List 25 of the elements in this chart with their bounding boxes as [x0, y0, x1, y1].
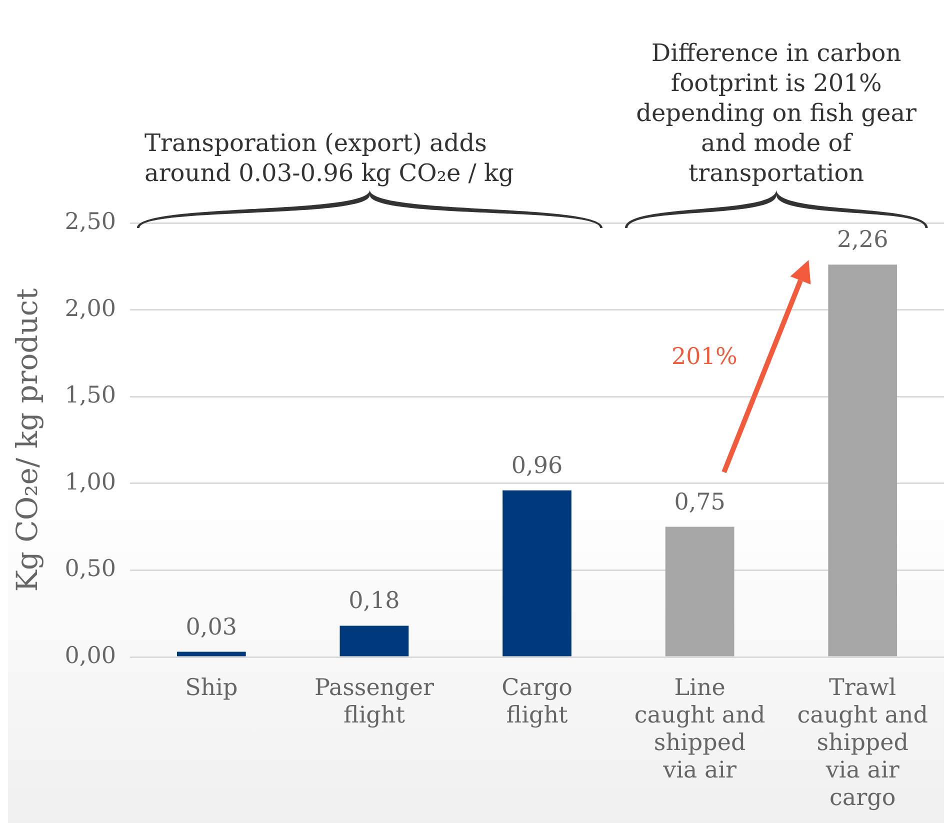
data-label: 0,18: [348, 588, 400, 614]
y-tick-label: 2,50: [64, 208, 116, 235]
data-label: 2,26: [836, 227, 888, 254]
bar: [176, 652, 246, 656]
bar: [502, 490, 572, 656]
data-label: 0,96: [511, 452, 563, 479]
x-tick-label: Line caught and shipped via air: [634, 674, 766, 784]
y-tick-label: 1,50: [64, 382, 116, 409]
bar: [340, 626, 409, 656]
y-tick-label: 0,50: [64, 556, 116, 582]
text: Transporation (export) adds around 0.03-0.96 kg CO₂e / kg: [144, 128, 515, 188]
bar: [665, 526, 734, 656]
data-label: 0,03: [186, 614, 238, 640]
text: Difference in carbon footprint is 201% depending on fish gear and mode of transportation: [635, 38, 918, 188]
annotation: 201%: [672, 344, 738, 370]
x-tick-label: Trawl caught and shipped via air cargo: [797, 674, 928, 812]
bar: [828, 264, 898, 656]
data-label: 0,75: [674, 489, 726, 516]
x-tick-label: Cargo flight: [502, 674, 572, 728]
x-tick-label: Passenger flight: [314, 674, 434, 728]
y-tick-label: 0,00: [64, 642, 116, 669]
y-tick-label: 1,00: [64, 469, 116, 496]
y-tick-label: 2,00: [64, 296, 116, 322]
x-tick-label: Ship: [185, 674, 238, 701]
y-axis-title: Kg CO₂e/ kg product: [10, 288, 44, 592]
